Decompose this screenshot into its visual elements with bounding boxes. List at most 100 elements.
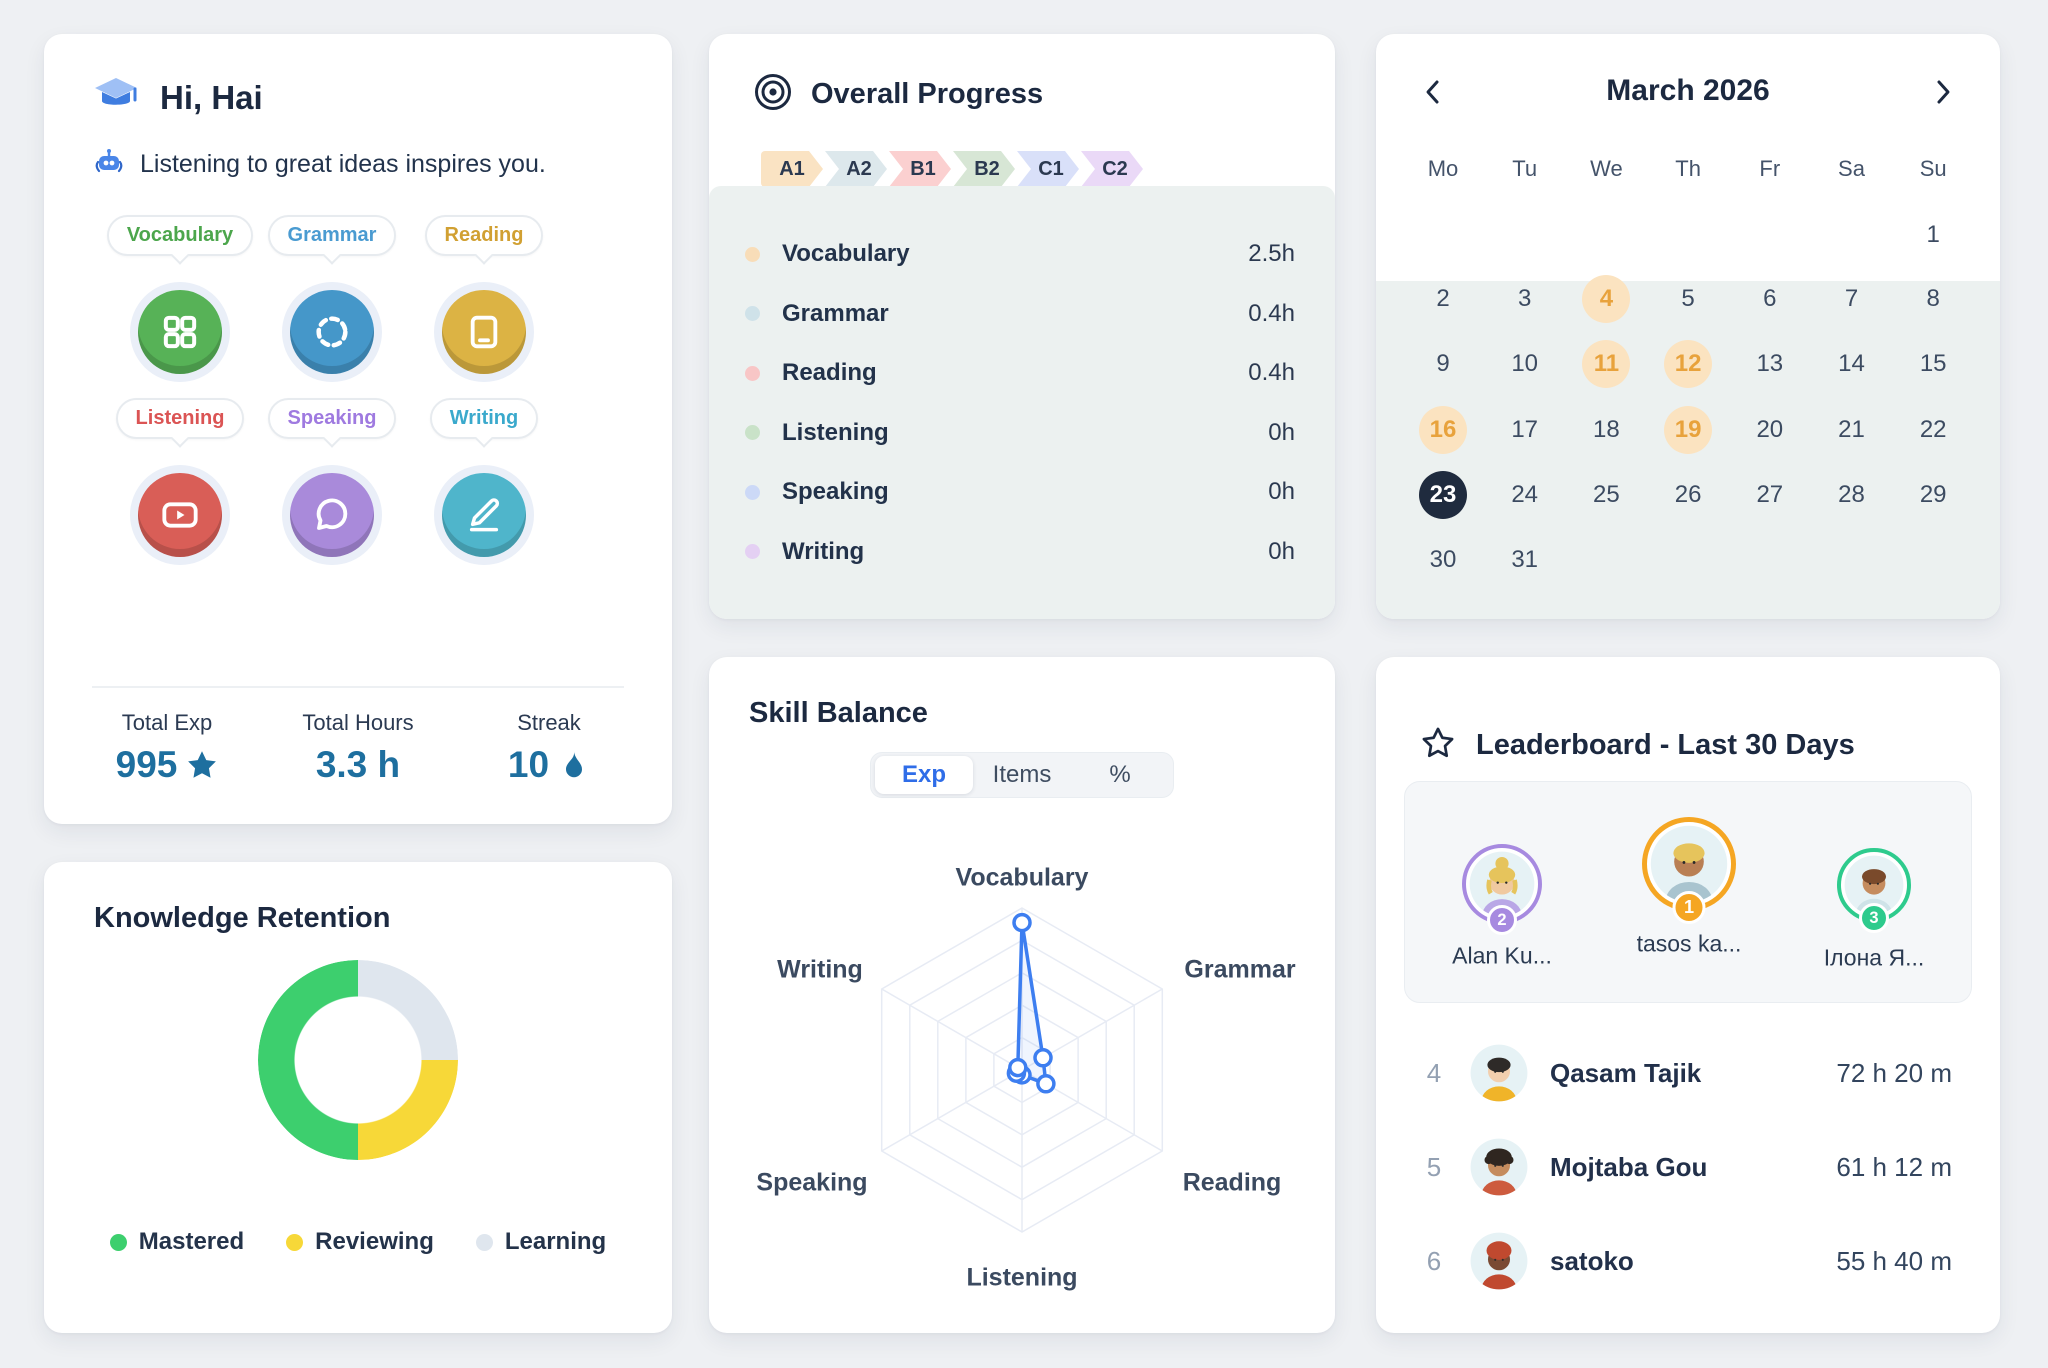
skill-cell-reading: Reading (404, 215, 564, 382)
level-badge-a2: A2 (825, 151, 887, 187)
level-badge-b1: B1 (889, 151, 951, 187)
overall-progress-card: Overall Progress A1 A2 B1 B2 C1 C2 Vocabulary… (709, 34, 1335, 619)
skill-button-speaking[interactable] (282, 465, 382, 565)
leaderboard-row-6[interactable]: 6 satoko 55 h 40 m (1412, 1219, 1952, 1303)
graduation-cap-icon (92, 74, 140, 121)
weekday-th: Th (1675, 156, 1701, 181)
skill-dot (745, 246, 760, 262)
cefr-levels: A1 A2 B1 B2 C1 C2 (761, 151, 1145, 187)
skill-cell-speaking: Speaking (252, 398, 412, 565)
podium-rank-1[interactable]: 1 (1642, 817, 1736, 924)
calendar-day-2[interactable]: 2 (1436, 285, 1450, 312)
calendar-day-14[interactable]: 14 (1838, 350, 1865, 377)
tab-items[interactable]: Items (992, 761, 1052, 788)
calendar-day-8[interactable]: 8 (1926, 285, 1940, 312)
skill-cell-vocabulary: Vocabulary (100, 215, 260, 382)
rank-badge-3: 3 (1859, 903, 1889, 933)
skill-button-writing[interactable] (434, 465, 534, 565)
calendar-prev-button[interactable] (1414, 74, 1450, 110)
calendar-day-9[interactable]: 9 (1436, 350, 1450, 377)
leaderboard-row-5[interactable]: 5 Mojtaba Gou 61 h 12 m (1412, 1125, 1952, 1209)
skill-button-grammar[interactable] (282, 282, 382, 382)
calendar-day-15[interactable]: 15 (1919, 350, 1947, 377)
legend-dot (475, 1233, 493, 1251)
calendar-day-25[interactable]: 25 (1593, 481, 1620, 508)
skill-chip-vocabulary: Vocabulary (106, 215, 254, 265)
calendar-day-3[interactable]: 3 (1518, 285, 1532, 312)
radar-point-vocabulary (1012, 912, 1032, 933)
calendar-day-30[interactable]: 30 (1429, 546, 1457, 573)
stat-streak: Streak 10 (474, 710, 624, 786)
calendar-card: March 2026 Mo Tu We Th Fr Sa Su 1 2 3 4 5 6 7 8 9 10 11 1… (1376, 34, 2000, 619)
calendar-day-22[interactable]: 22 (1919, 416, 1947, 443)
progress-row-listening: Listening 0h (745, 409, 1295, 457)
calendar-day-27[interactable]: 27 (1756, 481, 1784, 508)
calendar-day-4[interactable]: 4 (1582, 275, 1631, 323)
level-badge-a1: A1 (761, 151, 823, 187)
calendar-day-20[interactable]: 20 (1756, 416, 1784, 443)
level-badge-b2: B2 (953, 151, 1015, 187)
skill-button-vocabulary[interactable] (130, 282, 230, 382)
calendar-day-29[interactable]: 29 (1919, 481, 1947, 508)
skill-dot (745, 306, 760, 321)
progress-row-reading: Reading 0.4h (745, 349, 1295, 397)
calendar-day-19[interactable]: 19 (1664, 406, 1713, 454)
progress-panel: Vocabulary 2.5h Grammar 0.4h Reading 0.4h List… (709, 186, 1335, 619)
calendar-day-16[interactable]: 16 (1419, 406, 1467, 454)
leaderboard-title: Leaderboard - Last 30 Days (1476, 729, 1855, 761)
podium-rank-3[interactable]: 3 (1837, 848, 1911, 933)
radar-axis-writing: Writing (777, 955, 863, 984)
calendar-day-31[interactable]: 31 (1511, 546, 1539, 573)
progress-row-writing: Writing 0h (745, 528, 1295, 576)
chat-icon (312, 495, 352, 535)
weekday-sa: Sa (1838, 156, 1865, 181)
podium-name-1: tasos ka... (1636, 930, 1742, 957)
skill-balance-tabs: Exp Items % (870, 752, 1174, 798)
skill-cell-writing: Writing (404, 398, 564, 565)
stats-row: Total Exp 995 Total Hours 3.3 h Streak 10 (92, 710, 624, 786)
podium-name-3: Ілона Я... (1823, 944, 1925, 971)
calendar-day-11[interactable]: 11 (1582, 340, 1631, 388)
radar-point-writing (1008, 1057, 1028, 1078)
progress-row-speaking: Speaking 0h (745, 468, 1295, 516)
podium-rank-2[interactable]: 2 (1462, 844, 1542, 935)
legend-item-learning: Learning (475, 1228, 606, 1256)
leaderboard-card: Leaderboard - Last 30 Days 2 Alan Ku... 1… (1376, 657, 2000, 1333)
avatar-satoko (1470, 1232, 1528, 1290)
legend-item-reviewing: Reviewing (286, 1228, 434, 1256)
tab-exp[interactable]: Exp (875, 756, 973, 794)
skill-button-listening[interactable] (130, 465, 230, 565)
radar-point-grammar (1033, 1048, 1053, 1068)
calendar-day-6[interactable]: 6 (1763, 285, 1777, 312)
overall-progress-title: Overall Progress (811, 78, 1044, 110)
calendar-day-5[interactable]: 5 (1681, 285, 1695, 312)
calendar-day-13[interactable]: 13 (1756, 350, 1784, 377)
avatar-Qasam Tajik (1470, 1044, 1528, 1102)
calendar-day-12[interactable]: 12 (1664, 340, 1713, 388)
calendar-day-7[interactable]: 7 (1844, 285, 1859, 312)
calendar-day-24[interactable]: 24 (1511, 481, 1539, 508)
calendar-next-button[interactable] (1926, 74, 1962, 110)
calendar-day-17[interactable]: 17 (1511, 416, 1539, 443)
podium-name-2: Alan Ku... (1452, 942, 1552, 969)
skill-chip-speaking: Speaking (267, 398, 397, 448)
robot-icon (94, 148, 124, 181)
skill-button-reading[interactable] (434, 282, 534, 382)
dashed-circle-icon (312, 312, 352, 352)
calendar-day-21[interactable]: 21 (1838, 416, 1865, 443)
calendar-day-10[interactable]: 10 (1511, 350, 1539, 377)
divider (92, 686, 624, 688)
avatar-tasos ka... (1650, 825, 1728, 903)
star-icon (186, 749, 218, 781)
tab-percent[interactable]: % (1109, 761, 1131, 788)
calendar-day-28[interactable]: 28 (1838, 481, 1865, 508)
calendar-day-23[interactable]: 23 (1419, 471, 1467, 519)
greeting-title: Hi, Hai (160, 78, 263, 116)
calendar-day-18[interactable]: 18 (1593, 416, 1620, 443)
leaderboard-row-4[interactable]: 4 Qasam Tajik 72 h 20 m (1412, 1031, 1952, 1115)
calendar-day-26[interactable]: 26 (1674, 481, 1702, 508)
rank-badge-1: 1 (1672, 890, 1706, 924)
retention-legend: Mastered Reviewing Learning (44, 1228, 672, 1256)
calendar-day-1[interactable]: 1 (1926, 221, 1940, 248)
podium-panel: 2 Alan Ku... 1 tasos ka... 3 Ілона Я... (1404, 781, 1972, 1003)
